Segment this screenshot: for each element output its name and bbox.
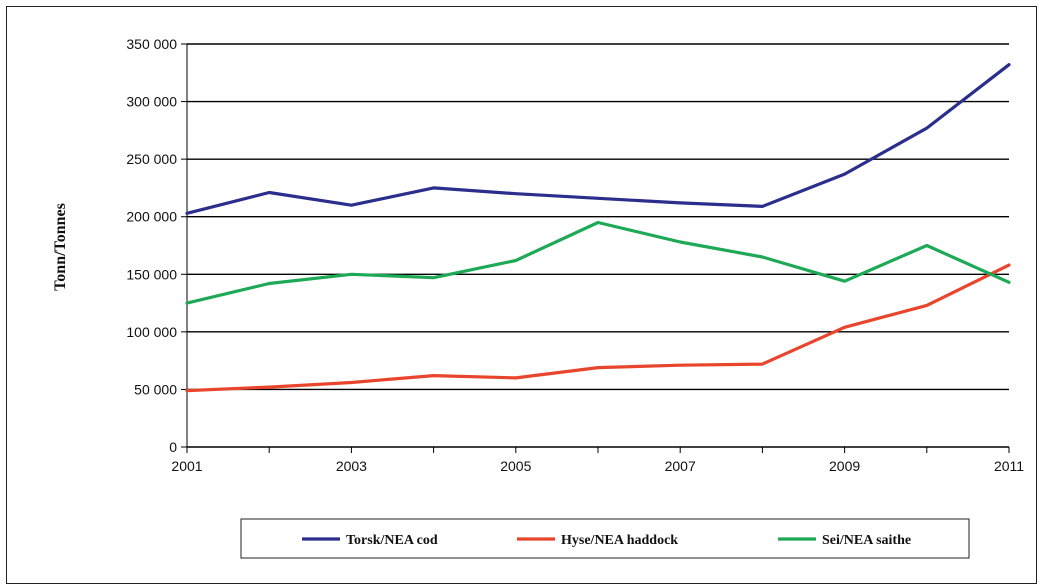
y-axis-label: Tonn/Tonnes xyxy=(52,203,69,291)
legend-box xyxy=(240,518,970,559)
y-tick-label: 100 000 xyxy=(126,324,177,340)
y-tick-label: 300 000 xyxy=(126,94,177,110)
y-tick-label: 0 xyxy=(169,439,177,455)
y-tick-label: 150 000 xyxy=(126,266,177,282)
y-tick-label: 250 000 xyxy=(126,151,177,167)
x-tick-label: 2001 xyxy=(171,458,202,474)
legend-items: Torsk/NEA cod Hyse/NEA haddock Sei/NEA sai… xyxy=(302,533,911,548)
line-chart: 0 50 000 100 000 150 000 200 000 250 000 300 0… xyxy=(52,36,1024,559)
legend-label: Sei/NEA saithe xyxy=(822,533,911,548)
series-line xyxy=(185,220,1011,305)
series-line xyxy=(185,263,1011,393)
axis-layer: 0 50 000 100 000 150 000 200 000 250 000 300 0… xyxy=(126,36,1024,474)
x-tick-label: 2003 xyxy=(336,458,367,474)
x-tick-label: 2011 xyxy=(994,458,1024,474)
legend-label: Torsk/NEA cod xyxy=(346,533,438,548)
legend-label: Hyse/NEA haddock xyxy=(561,533,678,548)
series-line xyxy=(185,63,1011,215)
x-tick-label: 2005 xyxy=(500,458,531,474)
y-tick-label: 200 000 xyxy=(126,209,177,225)
series-layer xyxy=(185,63,1011,393)
y-tick-label: 50 000 xyxy=(134,381,177,397)
grid-layer xyxy=(187,43,1009,391)
chart-frame: 0 50 000 100 000 150 000 200 000 250 000 300 0… xyxy=(6,6,1037,584)
x-tick-label: 2009 xyxy=(829,458,860,474)
x-tick-label: 2007 xyxy=(665,458,696,474)
y-tick-label: 350 000 xyxy=(126,36,177,52)
legend: Torsk/NEA cod Hyse/NEA haddock Sei/NEA sai… xyxy=(240,518,970,559)
